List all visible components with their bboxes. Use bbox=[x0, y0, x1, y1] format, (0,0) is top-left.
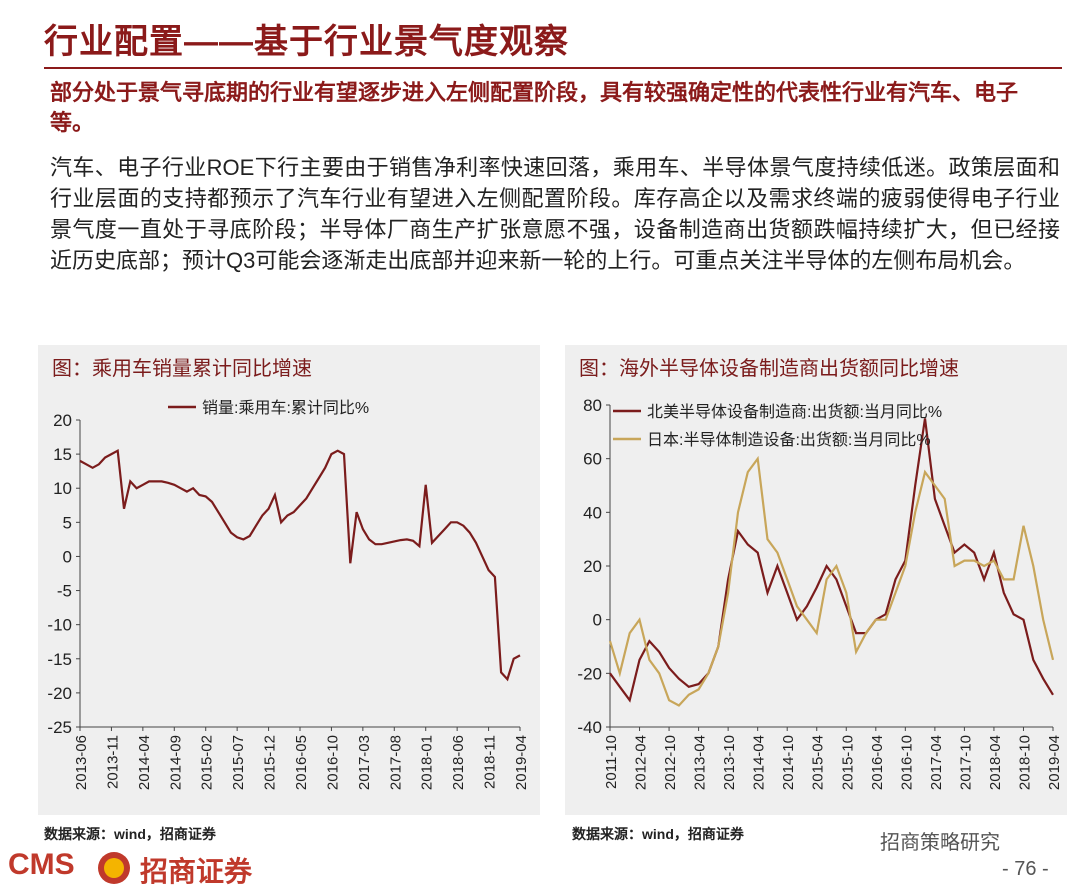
x-tick-label: 2012-04 bbox=[633, 735, 650, 790]
x-tick-label: 2018-06 bbox=[450, 735, 467, 790]
x-tick-label: 2015-04 bbox=[810, 735, 827, 790]
source: 数据来源：wind，招商证券 bbox=[44, 826, 216, 842]
x-tick-label: 2017-08 bbox=[387, 735, 404, 790]
x-tick-label: 2013-10 bbox=[721, 735, 738, 790]
x-tick-label: 2018-04 bbox=[987, 735, 1004, 790]
x-tick-label: 2019-04 bbox=[1046, 735, 1063, 790]
x-tick-label: 2012-10 bbox=[662, 735, 679, 790]
x-tick-label: 2018-11 bbox=[482, 735, 499, 789]
y-tick-label: 60 bbox=[583, 450, 602, 469]
x-tick-label: 2013-04 bbox=[692, 735, 709, 790]
x-tick-label: 2013-06 bbox=[73, 735, 90, 790]
x-tick-label: 2011-10 bbox=[603, 735, 620, 789]
y-tick-label: 5 bbox=[63, 513, 72, 532]
x-tick-label: 2018-01 bbox=[419, 735, 436, 790]
y-tick-label: 40 bbox=[583, 503, 602, 522]
slide-title: 行业配置——基于行业景气度观察 bbox=[44, 23, 569, 61]
y-tick-label: -5 bbox=[57, 582, 72, 601]
chart: 图：海外半导体设备制造商出货额同比增速 -40 -20 0 20 40 60 80 2011-1… bbox=[577, 357, 1063, 790]
x-tick-label: 2016-04 bbox=[869, 735, 886, 790]
series-line bbox=[79, 448, 521, 682]
chart-title: 图：乘用车销量累计同比增速 bbox=[52, 357, 312, 380]
y-tick-label: 80 bbox=[583, 396, 602, 415]
y-tick-label: 10 bbox=[53, 479, 72, 498]
x-tick-label: 2017-10 bbox=[957, 735, 974, 790]
x-tick-label: 2014-09 bbox=[167, 735, 184, 790]
y-tick-label: 0 bbox=[593, 611, 602, 630]
y-tick-label: -25 bbox=[47, 718, 72, 737]
legend-label: 销量:乘用车:累计同比% bbox=[202, 399, 369, 417]
x-tick-label: 2017-03 bbox=[356, 735, 373, 790]
x-tick-label: 2018-10 bbox=[1016, 735, 1033, 790]
y-tick-label: -20 bbox=[47, 684, 72, 703]
y-tick-label: -10 bbox=[47, 616, 72, 635]
x-tick-label: 2015-02 bbox=[199, 735, 216, 790]
y-tick-label: 0 bbox=[63, 547, 72, 566]
series-line bbox=[609, 418, 1054, 703]
x-tick-label: 2014-10 bbox=[780, 735, 797, 790]
x-tick-label: 2014-04 bbox=[136, 735, 153, 790]
legend-label: 北美半导体设备制造商:出货额:当月同比% bbox=[647, 403, 942, 421]
y-tick-label: -20 bbox=[577, 664, 602, 683]
y-tick-label: 20 bbox=[53, 411, 72, 430]
logo-icon bbox=[98, 852, 130, 884]
x-tick-label: 2017-04 bbox=[928, 735, 945, 790]
chart-title: 图：海外半导体设备制造商出货额同比增速 bbox=[579, 357, 959, 380]
x-tick-label: 2016-10 bbox=[898, 735, 915, 790]
company: 招商证券 bbox=[140, 856, 253, 887]
x-tick-label: 2014-04 bbox=[751, 735, 768, 790]
account: 招商策略研究 bbox=[880, 832, 1000, 854]
y-tick-label: 20 bbox=[583, 557, 602, 576]
x-tick-label: 2015-10 bbox=[839, 735, 856, 790]
legend-label: 日本:半导体制造设备:出货额:当月同比% bbox=[647, 431, 931, 449]
chart-panel: 图：乘用车销量累计同比增速 -25 -20 -15 -10 -5 0 5 10 15 20 2013-… bbox=[38, 345, 540, 815]
x-tick-label: 2016-05 bbox=[293, 735, 310, 790]
y-tick-label: -15 bbox=[47, 650, 72, 669]
title-rule bbox=[44, 67, 1062, 69]
series-line bbox=[608, 455, 1055, 707]
y-tick-label: 15 bbox=[53, 445, 72, 464]
source: 数据来源：wind，招商证券 bbox=[572, 826, 744, 842]
page-number: - 76 - bbox=[1002, 858, 1049, 880]
chart-panel: 图：海外半导体设备制造商出货额同比增速 -40 -20 0 20 40 60 80 2011-1… bbox=[565, 345, 1067, 815]
subtitle: 部分处于景气寻底期的行业有望逐步进入左侧配置阶段，具有较强确定性的代表性行业有汽… bbox=[50, 80, 1019, 135]
y-tick-label: -40 bbox=[577, 718, 602, 737]
x-tick-label: 2015-12 bbox=[262, 735, 279, 790]
x-tick-label: 2019-04 bbox=[513, 735, 530, 790]
body-text: 汽车、电子行业ROE下行主要由于销售净利率快速回落，乘用车、半导体景气度持续低迷… bbox=[50, 155, 1060, 273]
chart: 图：乘用车销量累计同比增速 -25 -20 -15 -10 -5 0 5 10 15 20 2013-… bbox=[47, 357, 530, 790]
x-tick-label: 2013-11 bbox=[104, 735, 121, 789]
x-tick-label: 2016-10 bbox=[324, 735, 341, 790]
x-tick-label: 2015-07 bbox=[230, 735, 247, 790]
logo: CMS bbox=[8, 848, 75, 881]
